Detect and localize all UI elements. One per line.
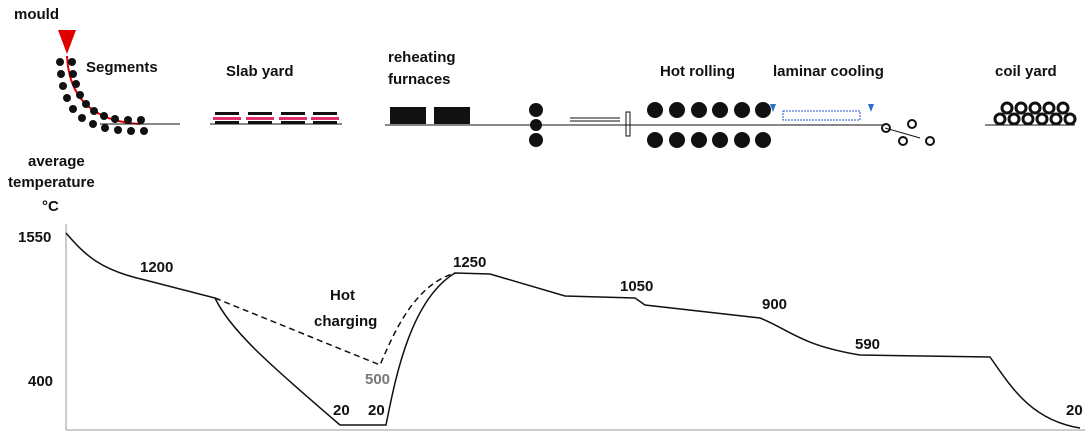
axis-label: average bbox=[28, 153, 85, 170]
stage-label: coil yard bbox=[995, 63, 1057, 80]
temperature-label: 1050 bbox=[620, 278, 653, 295]
temperature-label: 1550 bbox=[18, 229, 51, 246]
mill-line bbox=[385, 102, 934, 148]
stage-label: Hot rolling bbox=[660, 63, 735, 80]
temperature-label: 1250 bbox=[453, 254, 486, 271]
stage-label: laminar cooling bbox=[773, 63, 884, 80]
temperature-label: 20 bbox=[368, 402, 385, 419]
stage-label: Segments bbox=[86, 59, 158, 76]
slab-yard bbox=[210, 112, 342, 124]
temperature-label: 900 bbox=[762, 296, 787, 313]
coil-yard bbox=[985, 103, 1075, 125]
temperature-label: 590 bbox=[855, 336, 880, 353]
stage-label: furnaces bbox=[388, 71, 451, 88]
axis-label: °C bbox=[42, 198, 59, 215]
stage-label: Slab yard bbox=[226, 63, 294, 80]
temperature-curve bbox=[66, 233, 1080, 428]
annotation: charging bbox=[314, 313, 377, 330]
temperature-label: 20 bbox=[333, 402, 350, 419]
process-diagram: mould Segments Slab yard reheating furna… bbox=[0, 0, 1091, 431]
caster bbox=[56, 30, 180, 135]
stage-label: reheating bbox=[388, 49, 456, 66]
temperature-label: 500 bbox=[365, 371, 390, 388]
annotation: Hot bbox=[330, 287, 355, 304]
temperature-label: 400 bbox=[28, 373, 53, 390]
axis-label: temperature bbox=[8, 174, 95, 191]
temperature-label: 1200 bbox=[140, 259, 173, 276]
temperature-label: 20 bbox=[1066, 402, 1083, 419]
stage-label: mould bbox=[14, 6, 59, 23]
